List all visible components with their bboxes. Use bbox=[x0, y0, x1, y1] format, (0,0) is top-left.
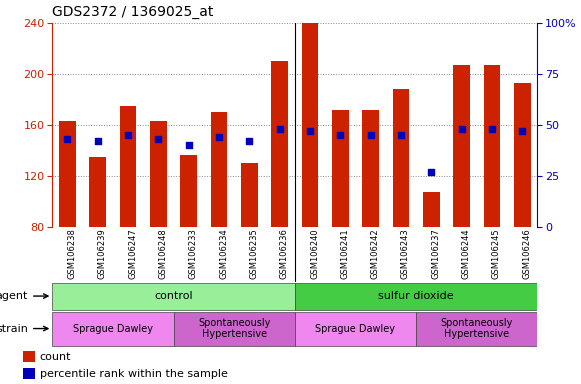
Point bbox=[426, 169, 436, 175]
Text: Sprague Dawley: Sprague Dawley bbox=[73, 324, 153, 334]
Bar bbox=[363, 109, 379, 227]
Bar bbox=[295, 283, 537, 310]
Text: Sprague Dawley: Sprague Dawley bbox=[315, 324, 396, 334]
Bar bbox=[302, 20, 318, 227]
Text: GSM106233: GSM106233 bbox=[189, 228, 198, 279]
Text: GSM106248: GSM106248 bbox=[159, 228, 167, 279]
Bar bbox=[423, 192, 440, 227]
Bar bbox=[332, 109, 349, 227]
Text: control: control bbox=[155, 291, 193, 301]
Bar bbox=[514, 83, 530, 227]
Text: Spontaneously
Hypertensive: Spontaneously Hypertensive bbox=[440, 318, 513, 339]
Text: Spontaneously
Hypertensive: Spontaneously Hypertensive bbox=[198, 318, 270, 339]
Text: GSM106247: GSM106247 bbox=[128, 228, 137, 279]
Point bbox=[214, 134, 224, 140]
Bar bbox=[52, 313, 174, 346]
Point bbox=[457, 126, 467, 132]
Text: GSM106237: GSM106237 bbox=[431, 228, 440, 279]
Text: percentile rank within the sample: percentile rank within the sample bbox=[40, 369, 227, 379]
Text: count: count bbox=[40, 351, 71, 361]
Text: GSM106234: GSM106234 bbox=[219, 228, 228, 279]
Text: GSM106245: GSM106245 bbox=[492, 228, 501, 279]
Text: GSM106246: GSM106246 bbox=[522, 228, 531, 279]
Bar bbox=[211, 112, 227, 227]
Text: agent: agent bbox=[0, 291, 48, 301]
Point bbox=[306, 128, 315, 134]
Point bbox=[154, 136, 163, 142]
Bar bbox=[416, 313, 537, 346]
Point bbox=[123, 132, 132, 138]
Bar bbox=[52, 283, 295, 310]
Text: GSM106238: GSM106238 bbox=[67, 228, 77, 279]
Bar bbox=[150, 121, 167, 227]
Bar bbox=[271, 61, 288, 227]
Bar bbox=[393, 89, 410, 227]
Text: GSM106241: GSM106241 bbox=[340, 228, 349, 279]
Bar bbox=[59, 121, 76, 227]
Point bbox=[518, 128, 527, 134]
Text: GSM106242: GSM106242 bbox=[371, 228, 379, 279]
Point bbox=[63, 136, 72, 142]
Bar bbox=[89, 157, 106, 227]
Bar bbox=[23, 351, 35, 362]
Text: GDS2372 / 1369025_at: GDS2372 / 1369025_at bbox=[52, 5, 214, 19]
Point bbox=[93, 138, 102, 144]
Bar bbox=[23, 368, 35, 379]
Text: GSM106239: GSM106239 bbox=[98, 228, 107, 279]
Text: GSM106235: GSM106235 bbox=[249, 228, 259, 279]
Text: GSM106243: GSM106243 bbox=[401, 228, 410, 279]
Bar bbox=[483, 65, 500, 227]
Point bbox=[184, 142, 193, 148]
Bar bbox=[453, 65, 470, 227]
Bar bbox=[174, 313, 295, 346]
Text: sulfur dioxide: sulfur dioxide bbox=[378, 291, 454, 301]
Point bbox=[336, 132, 345, 138]
Text: GSM106236: GSM106236 bbox=[279, 228, 289, 279]
Bar bbox=[180, 156, 197, 227]
Point bbox=[487, 126, 497, 132]
Bar bbox=[241, 163, 258, 227]
Point bbox=[396, 132, 406, 138]
Text: GSM106240: GSM106240 bbox=[310, 228, 319, 279]
Bar bbox=[295, 313, 416, 346]
Bar bbox=[120, 106, 137, 227]
Text: strain: strain bbox=[0, 324, 48, 334]
Point bbox=[245, 138, 254, 144]
Text: GSM106244: GSM106244 bbox=[462, 228, 471, 279]
Point bbox=[366, 132, 375, 138]
Point bbox=[275, 126, 284, 132]
